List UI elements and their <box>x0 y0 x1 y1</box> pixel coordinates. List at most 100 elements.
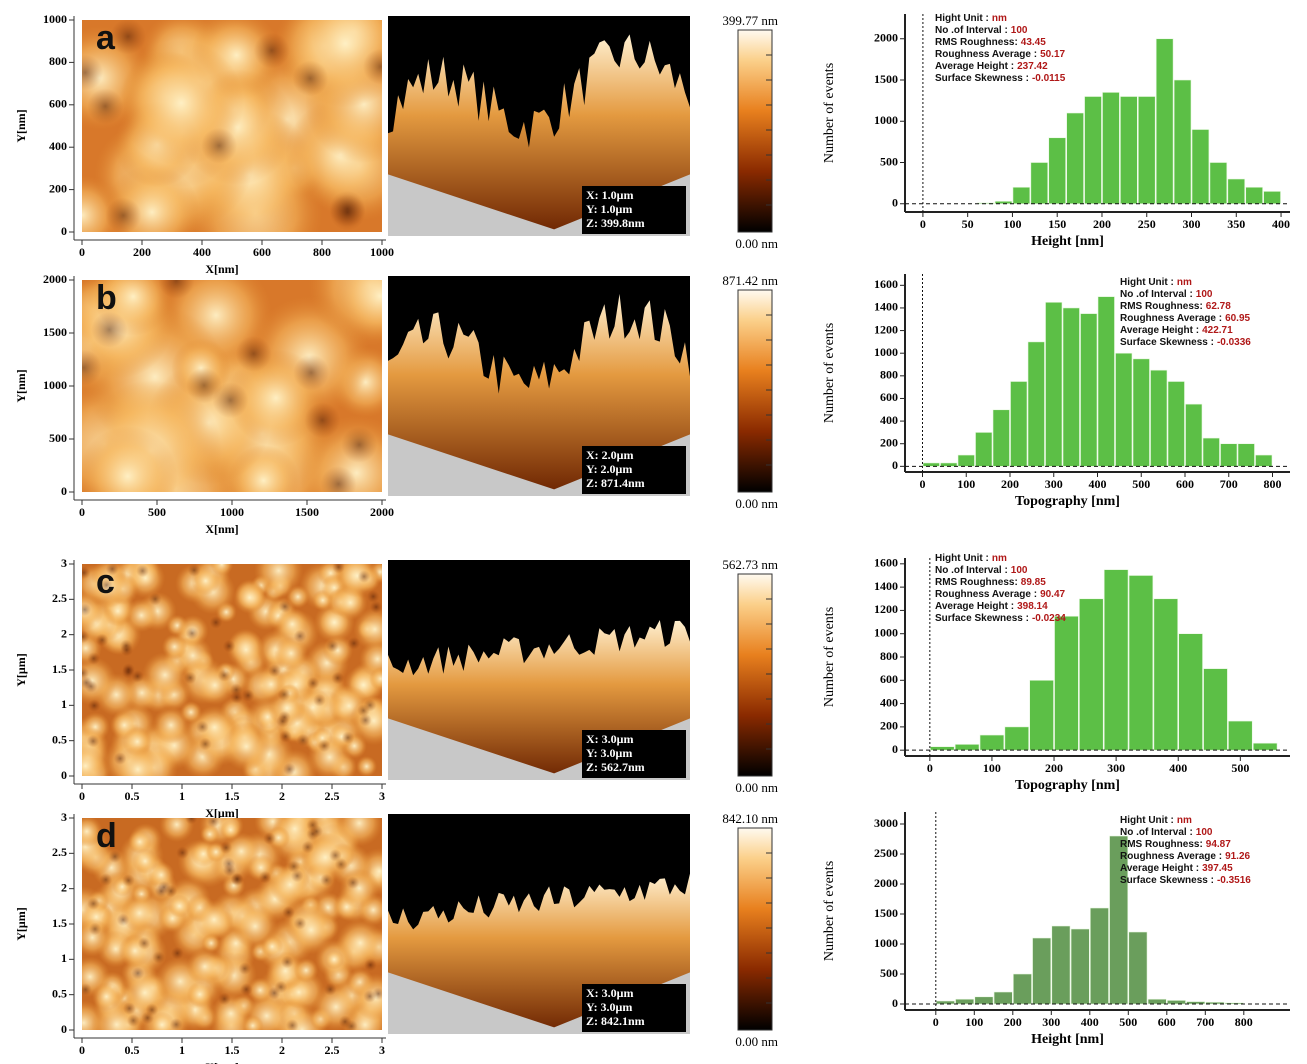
pit <box>126 1014 140 1027</box>
y-axis-label: Y[μm] <box>14 653 28 686</box>
histogram-bar <box>1147 998 1167 1005</box>
stat-label: RMS Roughness: <box>1120 839 1203 850</box>
pit <box>222 639 236 653</box>
x-tick-label: 500 <box>1231 761 1249 775</box>
histogram-bar <box>1012 973 1032 1005</box>
pit <box>122 663 135 676</box>
pit <box>86 734 100 748</box>
stat-value: 100 <box>1011 25 1028 36</box>
stat-label: Hight Unit : <box>935 553 989 564</box>
y-tick-label: 0 <box>892 196 898 210</box>
pit <box>320 873 333 887</box>
y-tick-label: 800 <box>880 649 898 663</box>
y-tick-label: 1.5 <box>52 662 67 676</box>
y-tick-label: 1400 <box>874 300 898 314</box>
surface-3d <box>388 293 690 496</box>
pit <box>241 688 255 702</box>
grain <box>254 564 304 596</box>
y-tick-label: 0 <box>61 768 67 782</box>
pit <box>357 570 371 583</box>
histogram-bar <box>1128 575 1154 751</box>
colorbar <box>737 29 773 233</box>
x-tick-label: 0 <box>920 477 926 491</box>
y-axis-label: Y[nm] <box>14 369 28 402</box>
x-tick-label: 200 <box>1045 761 1063 775</box>
x-tick-label: 500 <box>1132 477 1150 491</box>
x-tick-label: 300 <box>1045 477 1063 491</box>
y-tick-label: 1000 <box>874 625 898 639</box>
grain <box>148 1011 176 1030</box>
stat-line: Average Height :237.42 <box>935 61 1048 72</box>
x-tick-label: 0 <box>79 245 85 259</box>
y-tick-label: 2000 <box>43 272 67 286</box>
pit <box>108 850 122 863</box>
colorbar-min: 0.00 nm <box>735 496 778 511</box>
histogram-bar <box>1070 928 1090 1005</box>
x-tick-label: 2 <box>279 1043 285 1057</box>
colorbar <box>737 573 773 777</box>
stat-line: Average Height :397.45 <box>1120 863 1233 874</box>
pit <box>229 683 243 697</box>
pit <box>258 870 272 884</box>
histogram-bar <box>1029 679 1054 751</box>
stat-value: nm <box>1177 277 1192 288</box>
scan-size: Z: 871.4nm <box>586 476 645 490</box>
pit <box>170 946 184 960</box>
scan-size: Y: 3.0μm <box>586 746 632 760</box>
pit <box>296 733 310 747</box>
pit <box>276 714 290 728</box>
x-tick-label: 600 <box>1158 1015 1176 1029</box>
x-tick-label: 400 <box>1089 477 1107 491</box>
x-tick-label: 1000 <box>370 245 394 259</box>
y-tick-label: 1200 <box>874 602 898 616</box>
pit <box>198 737 212 751</box>
histogram-bar <box>979 734 1005 751</box>
pit <box>277 688 291 701</box>
y-tick-label: 2000 <box>874 876 898 890</box>
pit <box>131 669 144 683</box>
scan-box <box>582 186 686 234</box>
y-tick-label: 0 <box>61 224 67 238</box>
grain <box>124 598 159 633</box>
pit <box>293 916 307 930</box>
y-tick-label: 400 <box>49 139 67 153</box>
y-tick-label: 500 <box>880 966 898 980</box>
pit <box>176 846 189 860</box>
grain <box>82 745 106 776</box>
grain <box>114 745 162 776</box>
stat-label: No .of Interval : <box>1120 289 1193 300</box>
pit <box>372 987 382 1001</box>
x-tick-label: 1000 <box>220 505 244 519</box>
y-tick-label: 1000 <box>43 12 67 26</box>
pit <box>87 652 101 665</box>
pit <box>218 992 231 1006</box>
y-tick-label: 1200 <box>874 322 898 336</box>
pit <box>84 680 98 693</box>
pit <box>82 54 104 91</box>
y-tick-label: 0.5 <box>52 732 67 746</box>
scan-size: Y: 2.0μm <box>586 462 632 476</box>
x-tick-label: 0.5 <box>125 1043 140 1057</box>
histogram-bar <box>1252 742 1278 751</box>
grain <box>152 706 190 744</box>
panel-label: b <box>96 279 117 317</box>
pit <box>253 32 290 69</box>
pit <box>290 869 304 883</box>
colorbar-min: 0.00 nm <box>735 236 778 251</box>
histogram-bar <box>1167 1000 1186 1005</box>
pit <box>100 578 113 592</box>
pit <box>158 280 195 299</box>
stat-value: 100 <box>1011 565 1028 576</box>
x-tick-label: 600 <box>1176 477 1194 491</box>
histogram-bar <box>1103 569 1129 751</box>
y-tick-label: 1 <box>61 951 67 965</box>
stat-label: Hight Unit : <box>935 13 989 24</box>
x-tick-label: 50 <box>962 217 974 231</box>
y-tick-label: 2500 <box>874 846 898 860</box>
x-tick-label: 250 <box>1138 217 1156 231</box>
x-tick-label: 100 <box>957 477 975 491</box>
stat-value: 90.47 <box>1040 589 1065 600</box>
grain <box>141 651 188 698</box>
x-tick-label: 0 <box>920 217 926 231</box>
pit <box>131 966 145 980</box>
